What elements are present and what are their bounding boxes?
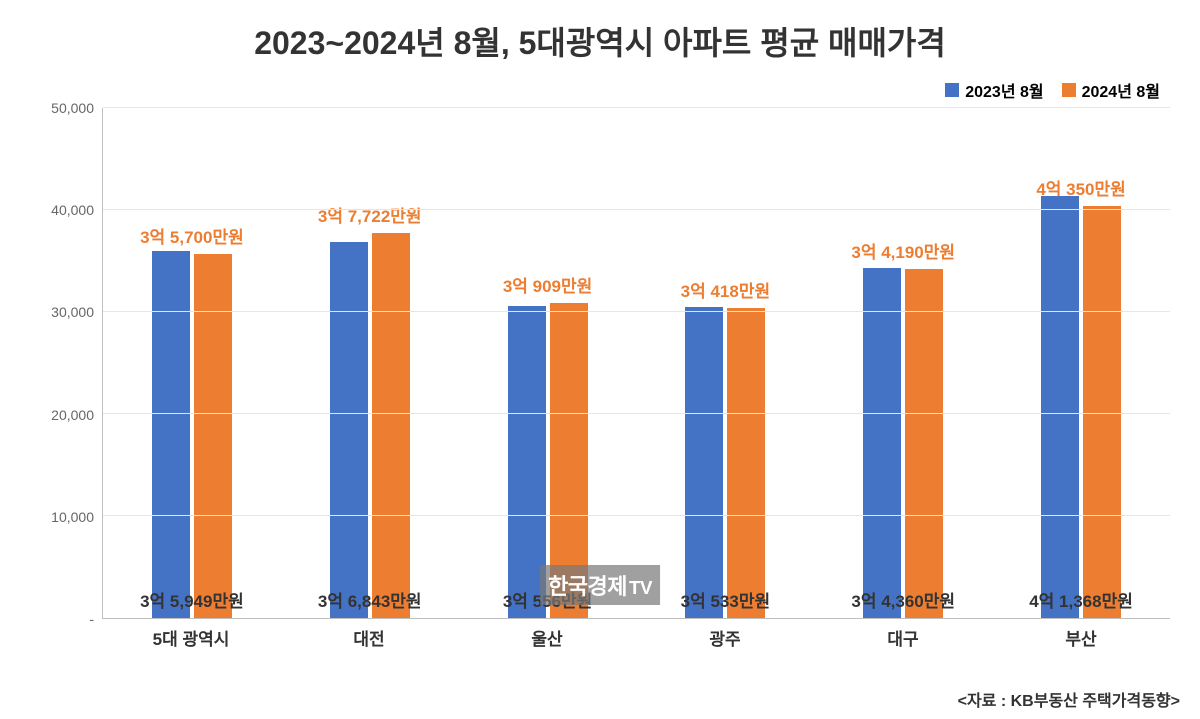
bar-group: 3억 909만원3억 556만원 [459,108,637,618]
bar-series2 [372,233,410,618]
watermark-text: 한국경제 [548,569,627,601]
legend-item-2024: 2024년 8월 [1062,78,1160,102]
legend-item-2023: 2023년 8월 [945,78,1043,102]
series1-value-label: 3억 5,949만원 [140,587,244,612]
bar-series2 [727,308,765,618]
series1-value-label: 4억 1,368만원 [1029,587,1133,612]
series2-value-label: 3억 909만원 [503,272,592,297]
gridline [103,107,1170,108]
bar-series1 [863,268,901,618]
watermark: 한국경제 TV [540,565,660,605]
bar-series1 [152,251,190,618]
bar-group: 3억 7,722만원 3억 6,843만원 [281,108,459,618]
bar-series1 [330,242,368,618]
y-tick: - [30,611,94,627]
bar-group: 4억 350만원4억 1,368만원 [992,108,1170,618]
series2-value-label: 3억 5,700만원 [140,223,244,248]
bar-series1 [1041,196,1079,618]
gridline [103,515,1170,516]
source-text: <자료 : KB부동산 주택가격동향> [958,687,1180,711]
x-axis-label: 광주 [636,619,814,649]
legend-swatch-2023 [945,83,959,97]
y-tick: 10,000 [30,509,94,525]
legend-label-2024: 2024년 8월 [1082,78,1160,102]
series2-value-label: 3억 4,190만원 [851,238,955,263]
legend-label-2023: 2023년 8월 [965,78,1043,102]
bar-group: 3억 5,700만원 3억 5,949만원 [103,108,281,618]
x-axis-label: 부산 [992,619,1170,649]
x-axis-label: 울산 [458,619,636,649]
gridline [103,311,1170,312]
bar-series1 [685,307,723,618]
legend-swatch-2024 [1062,83,1076,97]
watermark-suffix: TV [629,577,652,599]
y-tick: 40,000 [30,202,94,218]
y-tick: 50,000 [30,100,94,116]
series2-value-label: 3억 418만원 [681,277,770,302]
bar-series2 [194,254,232,618]
x-axis-label: 5대 광역시 [102,619,280,649]
gridline [103,209,1170,210]
series1-value-label: 3억 6,843만원 [318,587,422,612]
x-axis-labels: 5대 광역시대전울산광주대구부산 [102,619,1170,649]
x-axis-label: 대구 [814,619,992,649]
bar-group: 3억 4,190만원 3억 4,360만원 [814,108,992,618]
y-tick: 30,000 [30,304,94,320]
series1-value-label: 3억 4,360만원 [851,587,955,612]
series1-value-label: 3억 533만원 [681,587,770,612]
gridline [103,413,1170,414]
bar-group: 3억 418만원 3억 533만원 [636,108,814,618]
y-tick: 20,000 [30,407,94,423]
x-axis-label: 대전 [280,619,458,649]
chart-title: 2023~2024년 8월, 5대광역시 아파트 평균 매매가격 [0,0,1200,64]
bar-groups: 3억 5,700만원 3억 5,949만원 3억 7,722만원 3억 6,843만원… [103,108,1170,618]
legend: 2023년 8월 2024년 8월 [945,78,1160,102]
plot-area: 3억 5,700만원 3억 5,949만원 3억 7,722만원 3억 6,843만원… [102,108,1170,619]
y-axis: -10,00020,00030,00040,00050,000 [30,108,102,619]
series2-value-label: 3억 7,722만원 [318,202,422,227]
bar-series2 [905,269,943,618]
